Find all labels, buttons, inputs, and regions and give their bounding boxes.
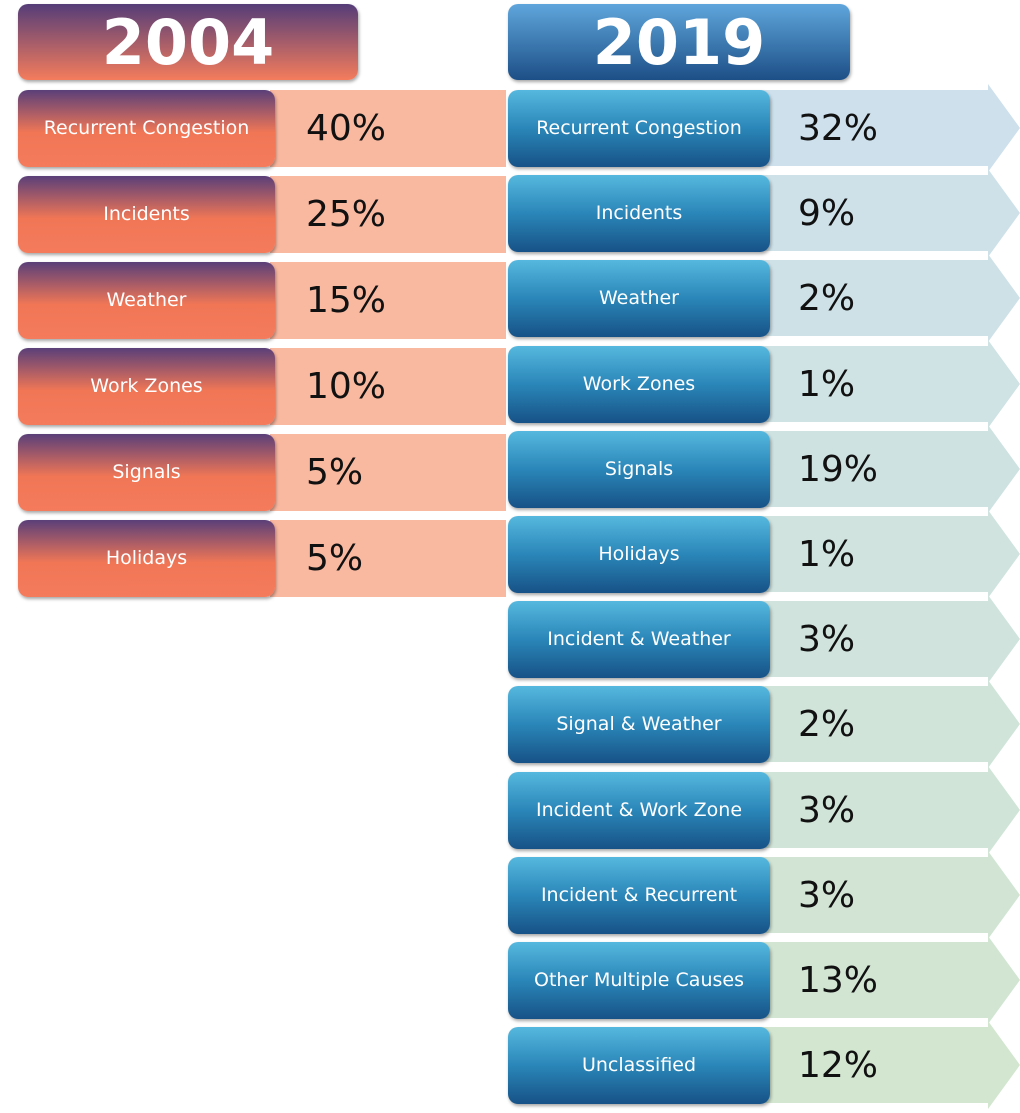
cause-value: 13% xyxy=(798,960,879,1001)
cause-label: Incidents xyxy=(508,175,770,253)
value-strip xyxy=(270,262,506,339)
cause-label: Recurrent Congestion xyxy=(18,90,275,167)
column-title: 2019 xyxy=(508,4,850,80)
arrow-strip xyxy=(760,84,1020,172)
cause-value: 19% xyxy=(798,448,879,490)
arrow-shape xyxy=(760,595,1020,684)
arrow-shape xyxy=(760,339,1020,428)
arrow-shape xyxy=(760,169,1020,258)
cause-value: 1% xyxy=(798,534,856,575)
arrow-shape xyxy=(760,1021,1020,1110)
value-strip xyxy=(270,520,506,597)
cause-label: Unclassified xyxy=(508,1027,770,1105)
arrow-shape xyxy=(760,765,1020,854)
cause-value: 32% xyxy=(798,108,879,149)
cause-value: 3% xyxy=(798,619,856,661)
cause-value: 40% xyxy=(306,108,387,149)
cause-value: 5% xyxy=(306,538,364,579)
cause-label: Work Zones xyxy=(18,348,275,425)
cause-label: Incidents xyxy=(18,176,275,253)
arrow-strip xyxy=(760,339,1020,428)
cause-value: 1% xyxy=(798,363,856,405)
cause-label: Recurrent Congestion xyxy=(508,90,770,167)
arrow-strip xyxy=(760,850,1020,939)
cause-value: 12% xyxy=(798,1045,879,1087)
arrow-shape xyxy=(760,850,1020,939)
arrow-shape xyxy=(760,936,1020,1024)
arrow-strip xyxy=(760,680,1020,769)
arrow-shape xyxy=(760,510,1020,598)
cause-value: 15% xyxy=(306,280,387,321)
arrow-strip xyxy=(760,595,1020,684)
cause-label: Signal & Weather xyxy=(508,686,770,764)
arrow-strip xyxy=(760,169,1020,258)
cause-value: 10% xyxy=(306,366,387,407)
value-strip xyxy=(270,434,506,511)
arrow-shape xyxy=(760,254,1020,343)
value-strip xyxy=(270,176,506,253)
cause-value: 9% xyxy=(798,193,856,235)
cause-value: 3% xyxy=(798,789,856,831)
cause-value: 5% xyxy=(306,452,364,493)
cause-value: 25% xyxy=(306,194,387,235)
arrow-strip xyxy=(760,424,1020,513)
value-strip xyxy=(270,90,506,167)
cause-label: Holidays xyxy=(508,516,770,593)
cause-label: Incident & Work Zone xyxy=(508,771,770,849)
cause-value: 2% xyxy=(798,278,856,320)
cause-value: 2% xyxy=(798,704,856,746)
cause-label: Incident & Weather xyxy=(508,601,770,679)
arrow-shape xyxy=(760,84,1020,172)
column-title: 2004 xyxy=(18,4,358,80)
cause-label: Work Zones xyxy=(508,345,770,423)
arrow-strip xyxy=(760,510,1020,598)
cause-label: Holidays xyxy=(18,520,275,597)
cause-label: Incident & Recurrent xyxy=(508,856,770,934)
arrow-shape xyxy=(760,680,1020,769)
arrow-strip xyxy=(760,254,1020,343)
arrow-strip xyxy=(760,765,1020,854)
cause-label: Weather xyxy=(508,260,770,338)
cause-label: Signals xyxy=(18,434,275,511)
arrow-strip xyxy=(760,936,1020,1024)
cause-value: 3% xyxy=(798,874,856,916)
cause-label: Signals xyxy=(508,430,770,508)
cause-label: Weather xyxy=(18,262,275,339)
value-strip xyxy=(270,348,506,425)
cause-label: Other Multiple Causes xyxy=(508,942,770,1019)
arrow-strip xyxy=(760,1021,1020,1110)
arrow-shape xyxy=(760,424,1020,513)
